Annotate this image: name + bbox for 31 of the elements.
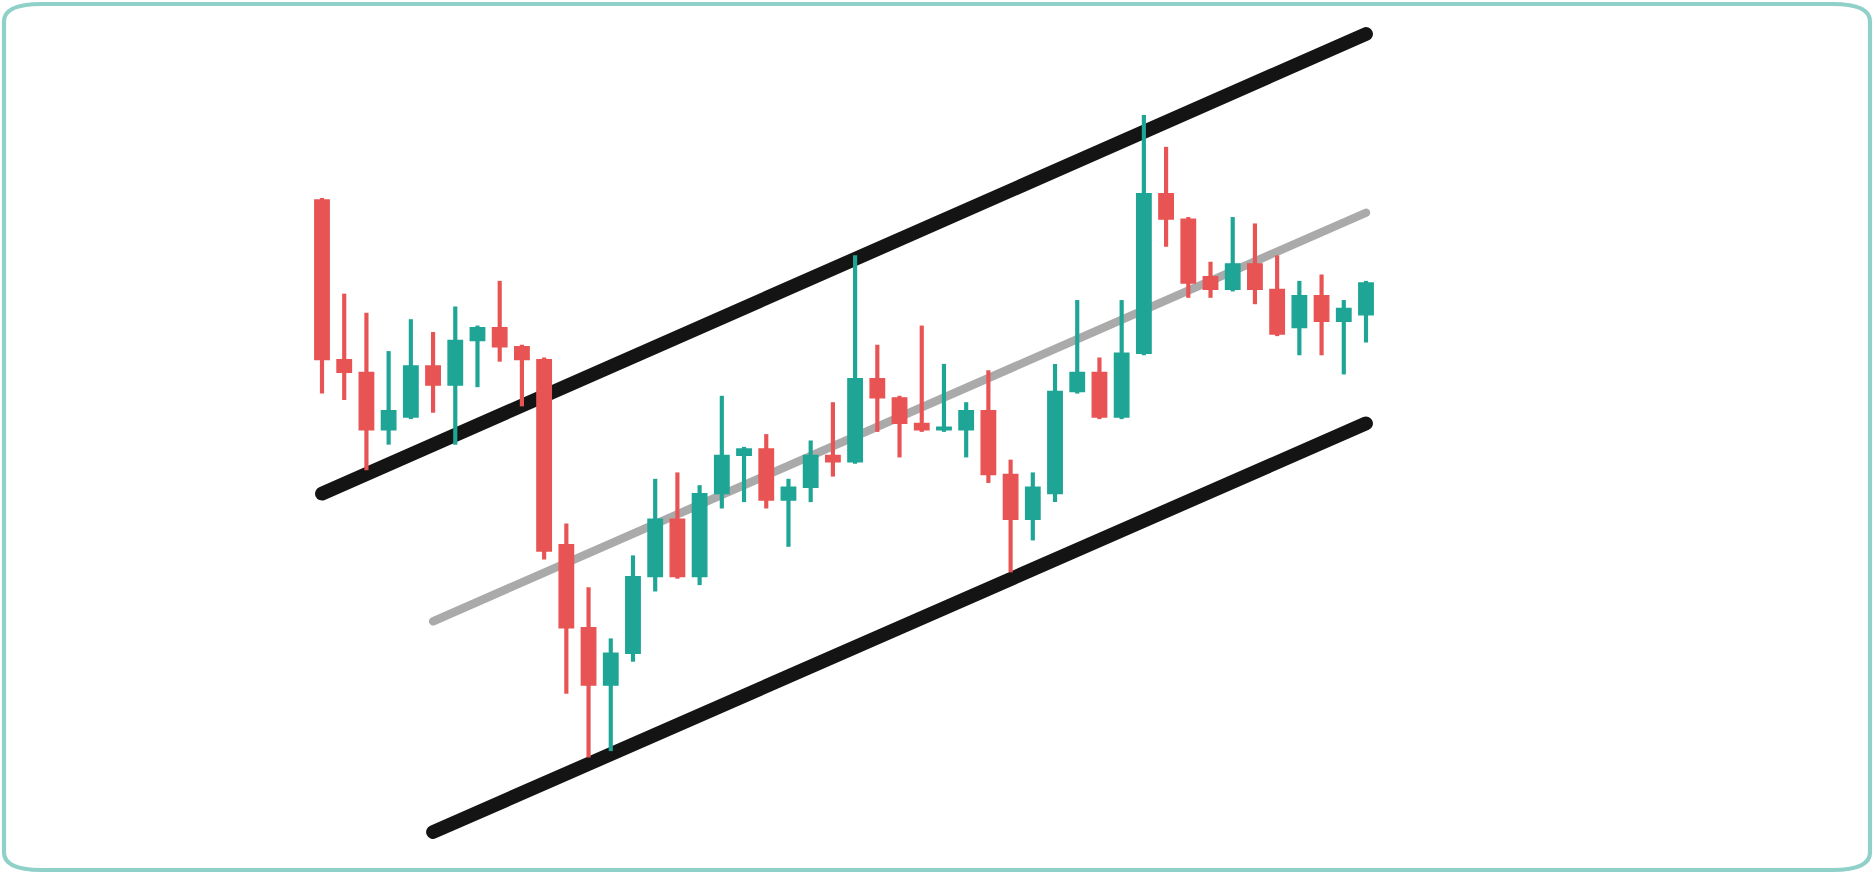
candlestick [447, 306, 464, 445]
candlestick [469, 325, 486, 388]
candlestick [425, 331, 441, 413]
candlestick [1069, 300, 1086, 394]
candlestick [736, 446, 752, 503]
candlestick [1335, 300, 1352, 375]
candlestick [1002, 459, 1019, 573]
candlestick [1158, 146, 1174, 247]
candlestick [824, 402, 841, 477]
candlestick [1358, 280, 1374, 343]
candlestick [491, 280, 508, 362]
candlestick [380, 351, 397, 445]
candlestick [1269, 255, 1286, 337]
candlestick [1024, 472, 1041, 541]
candlestick [514, 344, 530, 407]
candlestick [336, 293, 353, 400]
candlestick [1291, 280, 1308, 356]
candlestick [1313, 274, 1330, 356]
candlestick [802, 440, 819, 503]
candlestick [1224, 217, 1241, 292]
candlestick [1091, 357, 1108, 420]
candlestick [913, 325, 930, 432]
candlestick [891, 395, 908, 458]
candlestick [958, 402, 975, 458]
candlestick [1202, 261, 1219, 298]
candlestick [936, 363, 952, 432]
candlestick [869, 344, 886, 432]
candlestick [1247, 223, 1263, 305]
candlestick [713, 395, 730, 509]
candlestick [602, 638, 619, 752]
candlestick [780, 478, 797, 547]
